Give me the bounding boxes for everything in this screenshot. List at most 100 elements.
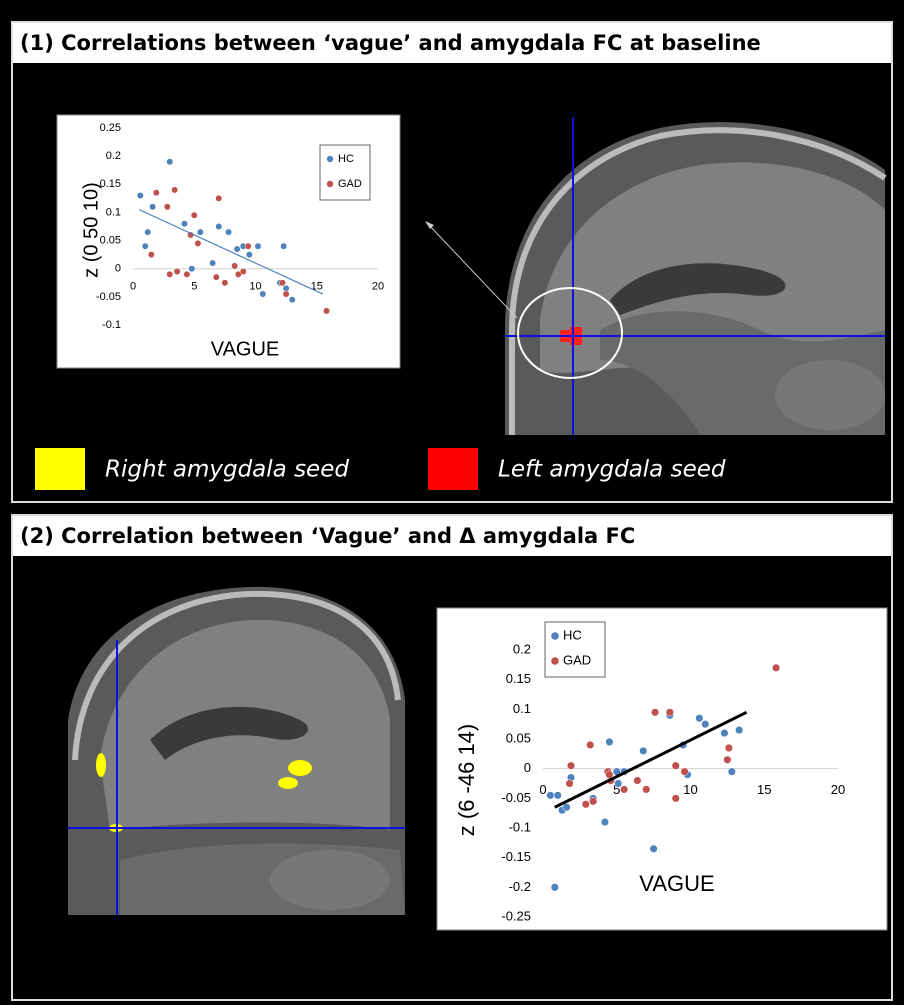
y-tick-label: 0.1 (106, 206, 121, 218)
legend-label: GAD (338, 178, 362, 190)
arrow-head (425, 221, 434, 229)
data-point (642, 785, 651, 794)
data-point (280, 242, 288, 250)
data-point (605, 737, 614, 747)
y-tick-label: 0.1 (513, 701, 531, 716)
data-point (581, 800, 590, 809)
data-point (221, 279, 229, 287)
data-point (633, 776, 642, 785)
data-point (136, 192, 144, 199)
legend-box (544, 621, 606, 678)
data-point (188, 265, 196, 273)
y-tick-label: 0.15 (100, 178, 121, 190)
data-point (546, 791, 555, 800)
data-point (166, 158, 174, 166)
data-point (212, 273, 220, 281)
data-point (239, 268, 247, 275)
data-point (701, 720, 710, 729)
data-point (181, 220, 188, 228)
roi-circle (517, 287, 623, 379)
panel-frame (11, 514, 893, 1001)
y-axis-label: z (6 -46 14) (454, 724, 479, 837)
data-point (565, 779, 574, 788)
data-point (665, 708, 674, 717)
panel-title: (1) Correlations between ‘vague’ and amy… (20, 31, 761, 55)
seed-blobs (96, 753, 312, 832)
data-point (141, 242, 149, 250)
data-point (620, 785, 629, 794)
data-point (147, 251, 155, 259)
x-tick-label: 5 (191, 281, 197, 293)
legend-box (319, 144, 371, 201)
data-point (149, 203, 157, 211)
legend-label: GAD (563, 652, 591, 667)
x-axis-label: VAGUE (639, 871, 714, 896)
data-point (720, 729, 729, 738)
data-point (171, 186, 179, 194)
seed-blob (96, 753, 106, 777)
x-tick-label: 0 (130, 281, 136, 293)
seed-swatch (428, 448, 478, 490)
data-point (695, 714, 704, 723)
data-point (639, 746, 648, 755)
x-tick-label: 20 (831, 782, 845, 797)
y-tick-label: 0.2 (513, 641, 531, 656)
data-point (727, 767, 736, 776)
data-point (254, 242, 262, 250)
data-point (649, 844, 658, 853)
data-point (600, 818, 610, 827)
y-tick-label: 0.05 (100, 234, 121, 246)
data-point (215, 194, 223, 202)
data-point (190, 211, 198, 219)
x-tick-label: 10 (683, 782, 697, 797)
x-tick-label: 5 (613, 782, 620, 797)
data-point (259, 290, 267, 298)
seed-blob (278, 777, 298, 789)
data-point (225, 228, 233, 236)
brain-image (505, 122, 887, 436)
panel-title-bar (13, 23, 891, 63)
seed-blob (288, 760, 312, 776)
data-point (244, 242, 252, 250)
data-point (166, 270, 174, 278)
data-point (735, 726, 744, 735)
data-point (772, 663, 781, 672)
y-tick-label: -0.05 (501, 790, 531, 805)
x-tick-label: 10 (249, 281, 261, 293)
data-point (209, 259, 217, 267)
data-point (724, 743, 733, 752)
legend-marker (551, 632, 559, 640)
legend-marker (551, 657, 559, 665)
panel-frame (11, 21, 893, 503)
data-point (553, 791, 562, 800)
data-point (196, 228, 204, 236)
data-point (605, 770, 614, 779)
data-point (723, 755, 732, 764)
data-point (671, 794, 680, 803)
y-tick-label: -0.15 (501, 849, 531, 864)
data-point (245, 251, 253, 259)
data-point (614, 779, 623, 788)
data-point (173, 268, 181, 275)
data-point (680, 767, 689, 776)
y-tick-label: -0.1 (102, 319, 121, 331)
data-point (323, 307, 330, 315)
y-tick-label: 0.15 (506, 671, 531, 686)
legend-marker (326, 155, 334, 163)
y-tick-label: -0.25 (501, 908, 531, 923)
data-point (279, 279, 286, 287)
panel-title: (2) Correlation between ‘Vague’ and Δ am… (20, 524, 635, 548)
legend-label: HC (338, 153, 354, 165)
data-point (144, 228, 152, 236)
data-point (550, 883, 559, 892)
data-point (586, 740, 595, 749)
y-axis-label: z (0 50 10) (80, 182, 102, 278)
y-tick-label: 0.25 (100, 122, 121, 134)
data-point (651, 708, 660, 717)
x-tick-label: 15 (757, 782, 771, 797)
trend-line (554, 710, 748, 809)
data-point (589, 797, 598, 806)
x-tick-label: 0 (539, 782, 546, 797)
seed-label: Right amygdala seed (105, 457, 349, 483)
